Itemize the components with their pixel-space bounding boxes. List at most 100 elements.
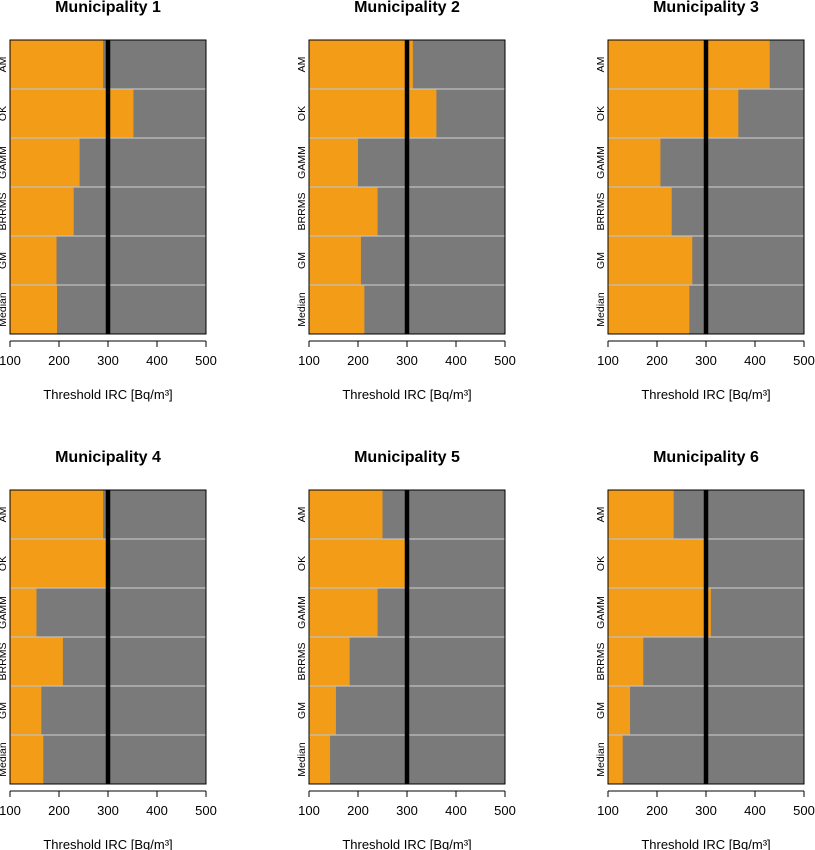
x-tick-label: 300: [695, 803, 717, 818]
category-label: GM: [0, 702, 9, 719]
category-label: Median: [595, 742, 607, 777]
x-axis-label: Threshold IRC [Bq/m³]: [342, 837, 471, 850]
category-label: AM: [0, 507, 9, 523]
x-axis-label: Threshold IRC [Bq/m³]: [43, 837, 172, 850]
bar-ok: [309, 89, 437, 138]
category-label: OK: [296, 556, 308, 571]
x-axis-label: Threshold IRC [Bq/m³]: [641, 387, 770, 402]
x-tick-label: 300: [695, 353, 717, 368]
x-tick-label: 400: [744, 803, 766, 818]
bar-gamm: [608, 138, 661, 187]
category-label: OK: [0, 106, 9, 121]
x-axis-label: Threshold IRC [Bq/m³]: [43, 387, 172, 402]
x-tick-label: 500: [494, 353, 516, 368]
bar-gm: [10, 236, 57, 285]
x-tick-label: 400: [445, 803, 467, 818]
bar-median: [608, 735, 623, 784]
plot-frame: [308, 489, 506, 785]
x-tick-label: 400: [445, 353, 467, 368]
category-label: GAMM: [0, 146, 9, 179]
x-tick-label: 300: [396, 803, 418, 818]
bar-brrms: [608, 637, 644, 686]
category-label: BRRMS: [0, 643, 9, 681]
bar-gamm: [309, 588, 378, 637]
category-label: OK: [595, 106, 607, 121]
category-label: AM: [296, 507, 308, 523]
bar-ok: [608, 539, 706, 588]
category-label: OK: [0, 556, 9, 571]
bar-gamm: [309, 138, 358, 187]
category-label: GM: [0, 252, 9, 269]
chart-panel-6: Municipality 6 AM OK GAMM BRRMS GM Median 100 20…: [595, 449, 815, 850]
category-label: AM: [0, 57, 9, 73]
bar-am: [309, 40, 413, 89]
bar-median: [309, 735, 331, 784]
bar-ok: [608, 89, 739, 138]
x-tick-label: 500: [793, 803, 815, 818]
panel-title: Municipality 2: [354, 0, 460, 16]
category-label: BRRMS: [595, 193, 607, 231]
bar-gamm: [608, 588, 711, 637]
x-tick-label: 100: [0, 803, 21, 818]
chart-panel-4: Municipality 4 AM OK GAMM BRRMS GM Median 100 20…: [0, 449, 217, 850]
plot-frame: [9, 39, 207, 335]
category-label: BRRMS: [595, 643, 607, 681]
plot-frame: [607, 39, 805, 335]
x-tick-label: 500: [494, 803, 516, 818]
bar-ok: [309, 539, 406, 588]
bar-gm: [309, 686, 336, 735]
bar-am: [10, 40, 104, 89]
category-label: Median: [296, 742, 308, 777]
category-label: GAMM: [0, 596, 9, 629]
chart-panel-3: Municipality 3 AM OK GAMM BRRMS GM Median 100 20…: [595, 0, 815, 402]
bar-am: [309, 490, 383, 539]
x-axis-label: Threshold IRC [Bq/m³]: [342, 387, 471, 402]
bar-median: [10, 735, 44, 784]
x-tick-label: 100: [298, 803, 320, 818]
chart-panel-2: Municipality 2 AM OK GAMM BRRMS GM Median 100 20…: [296, 0, 516, 402]
bar-brrms: [309, 637, 350, 686]
bar-gm: [309, 236, 361, 285]
x-tick-label: 100: [0, 353, 21, 368]
x-tick-label: 300: [97, 353, 119, 368]
bar-gm: [608, 236, 693, 285]
x-tick-label: 100: [597, 803, 619, 818]
category-label: BRRMS: [296, 193, 308, 231]
panel-title: Municipality 5: [354, 449, 460, 466]
category-label: Median: [0, 292, 9, 327]
category-label: Median: [296, 292, 308, 327]
plot-frame: [607, 489, 805, 785]
category-label: GM: [595, 252, 607, 269]
x-tick-label: 200: [347, 803, 369, 818]
category-label: OK: [595, 556, 607, 571]
chart-panel-1: Municipality 1 AM OK GAMM BRRMS GM Median 100 20…: [0, 0, 217, 402]
category-label: BRRMS: [296, 643, 308, 681]
bar-median: [608, 285, 690, 334]
bar-brrms: [10, 637, 63, 686]
bar-am: [10, 490, 104, 539]
panel-title: Municipality 6: [653, 449, 759, 466]
category-label: GAMM: [595, 146, 607, 179]
x-tick-label: 400: [146, 803, 168, 818]
bar-am: [608, 40, 770, 89]
bar-gamm: [10, 138, 80, 187]
x-tick-label: 200: [646, 353, 668, 368]
x-tick-label: 100: [298, 353, 320, 368]
x-tick-label: 400: [744, 353, 766, 368]
category-label: OK: [296, 106, 308, 121]
x-tick-label: 500: [195, 803, 217, 818]
x-tick-label: 200: [48, 353, 70, 368]
x-tick-label: 300: [97, 803, 119, 818]
category-label: Median: [595, 292, 607, 327]
category-label: GAMM: [296, 596, 308, 629]
x-tick-label: 100: [597, 353, 619, 368]
x-axis-label: Threshold IRC [Bq/m³]: [641, 837, 770, 850]
x-tick-label: 500: [793, 353, 815, 368]
category-label: GM: [595, 702, 607, 719]
x-tick-label: 500: [195, 353, 217, 368]
category-label: GM: [296, 702, 308, 719]
bar-median: [10, 285, 58, 334]
chart-panel-5: Municipality 5 AM OK GAMM BRRMS GM Median 100 20…: [296, 449, 516, 850]
category-label: AM: [296, 57, 308, 73]
x-tick-label: 200: [48, 803, 70, 818]
